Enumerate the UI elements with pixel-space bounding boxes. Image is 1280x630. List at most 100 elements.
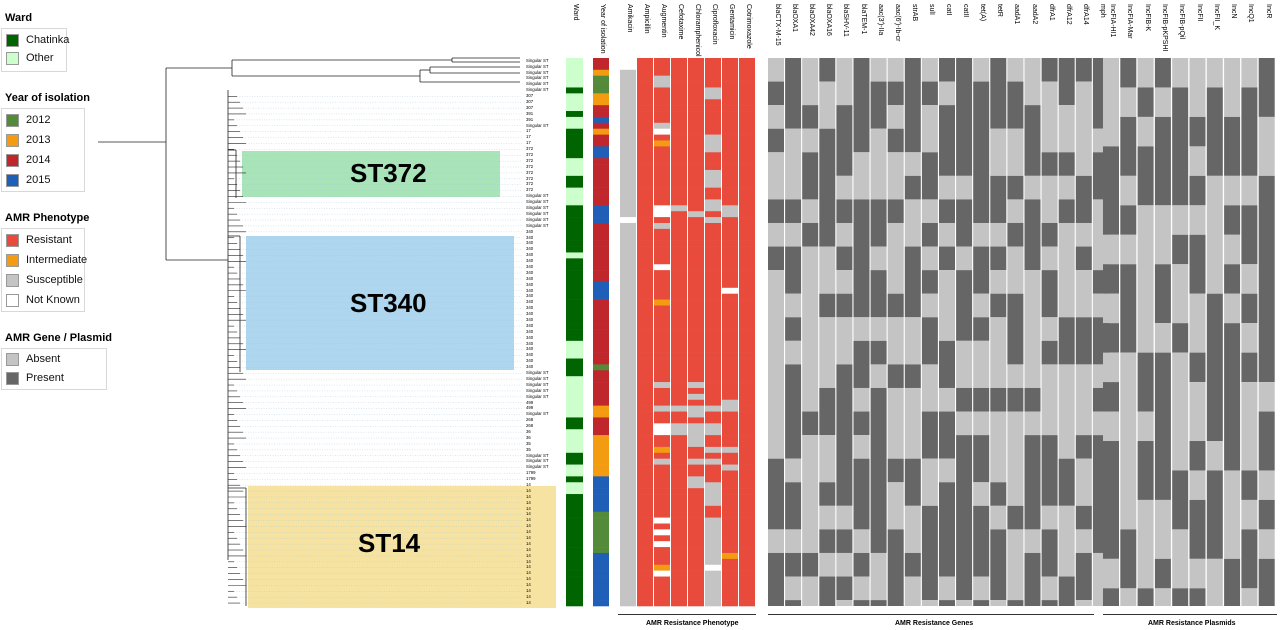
phenotype-cell (722, 352, 738, 359)
phenotype-cell (654, 499, 670, 507)
phenotype-cell (620, 423, 636, 430)
phenotype-cell (739, 205, 755, 212)
ward-cell (566, 458, 583, 465)
year-cell (593, 99, 609, 106)
phenotype-cell (705, 541, 721, 548)
ward-cell (566, 175, 583, 183)
gene-cell (1007, 81, 1024, 129)
tip-label: Singular ST (526, 381, 549, 387)
phenotype-cell (620, 169, 636, 177)
phenotype-cell (722, 140, 738, 147)
phenotype-cell (620, 452, 636, 459)
phenotype-cell (705, 228, 721, 236)
phenotype-cell (705, 169, 721, 177)
column-header: IncQ1 (1247, 4, 1255, 23)
phenotype-cell (722, 228, 738, 236)
tip-label: 17 (526, 128, 531, 134)
legend-year-box: 2012 2013 2014 2015 (1, 108, 85, 192)
phenotype-cell (654, 582, 670, 589)
phenotype-cell (739, 99, 755, 106)
phenotype-cell (620, 329, 636, 336)
phenotype-cell (705, 458, 721, 465)
legend-label: Intermediate (26, 254, 88, 266)
plasmid-cell (1189, 441, 1206, 471)
plasmid-cell (1258, 116, 1275, 176)
column-header: Year of isolation (599, 4, 606, 54)
year-cell (593, 158, 609, 165)
phenotype-cell (705, 393, 721, 401)
phenotype-cell (654, 87, 670, 94)
phenotype-cell (739, 122, 755, 130)
phenotype-cell (705, 435, 721, 442)
phenotype-cell (654, 505, 670, 513)
phenotype-cell (722, 517, 738, 524)
phenotype-cell (705, 187, 721, 194)
phenotype-cell (620, 63, 636, 71)
gene-cell (853, 552, 870, 577)
tip-label: Singular ST (526, 458, 549, 464)
gene-cell (939, 246, 955, 271)
phenotype-cell (620, 547, 636, 554)
phenotype-cell (739, 576, 755, 583)
phenotype-cell (620, 146, 636, 153)
phenotype-cell (671, 364, 687, 371)
year-cell (593, 482, 609, 489)
gene-cell (1024, 105, 1041, 176)
plasmid-cell (1206, 470, 1223, 559)
gene-cell (819, 317, 836, 388)
legend-year-title: Year of isolation (5, 92, 90, 104)
tip-label: Singular ST (526, 193, 549, 199)
gene-cell (921, 411, 938, 459)
year-cell (593, 435, 609, 442)
phenotype-cell (671, 417, 687, 424)
phenotype-cell (654, 340, 670, 348)
phenotype-cell (722, 464, 738, 471)
plasmid-cell (1137, 58, 1154, 88)
phenotype-cell (620, 393, 636, 401)
phenotype-cell (671, 69, 687, 76)
phenotype-cell (739, 358, 755, 365)
phenotype-cell (637, 152, 653, 159)
phenotype-cell (654, 570, 670, 577)
gene-cell (921, 458, 938, 506)
tip-label: 14 (526, 552, 531, 558)
tip-label: Singular ST (526, 464, 549, 470)
phenotype-cell (688, 258, 704, 265)
phenotype-cell (739, 464, 755, 471)
phenotype-cell (654, 358, 670, 365)
phenotype-cell (688, 199, 704, 206)
phenotype-cell (705, 499, 721, 507)
phenotype-cell (705, 134, 721, 141)
gene-cell (870, 199, 887, 247)
tip-label: 340 (526, 281, 534, 287)
column-header: dfrA1 (1047, 4, 1055, 21)
phenotype-cell (654, 317, 670, 324)
phenotype-cell (688, 488, 704, 495)
ward-cell (566, 281, 583, 289)
gene-cell (956, 340, 973, 388)
phenotype-cell (620, 405, 636, 412)
phenotype-cell (671, 552, 687, 560)
phenotype-cell (722, 240, 738, 247)
phenotype-cell (654, 600, 670, 607)
ward-cell (566, 187, 583, 194)
ward-cell (566, 252, 583, 259)
phenotype-cell (705, 329, 721, 336)
gene-cell (1075, 246, 1092, 271)
swatch-2012 (6, 114, 19, 127)
tip-label: 340 (526, 317, 534, 322)
gene-cell (904, 458, 921, 506)
year-cell (593, 535, 609, 542)
gene-cell (836, 505, 853, 530)
year-cell (593, 382, 609, 389)
tip-label: Singular ST (526, 87, 549, 93)
phenotype-cell (654, 482, 670, 489)
plasmid-cell (1172, 234, 1189, 265)
plasmid-cell (1137, 87, 1154, 117)
phenotype-cell (671, 576, 687, 583)
phenotype-cell (637, 122, 653, 130)
plasmid-cell (1206, 175, 1223, 294)
phenotype-cell (671, 588, 687, 595)
phenotype-cell (739, 600, 755, 607)
phenotype-cell (705, 175, 721, 183)
